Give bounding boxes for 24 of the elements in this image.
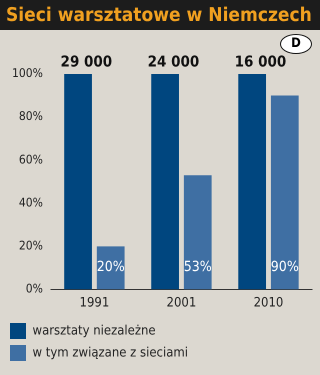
- data-label: 20%: [96, 259, 125, 276]
- y-tick-label: 0%: [26, 282, 43, 296]
- text: D: [280, 34, 312, 54]
- y-tick-label: 20%: [18, 238, 43, 252]
- x-tick-label: 2001: [166, 296, 196, 311]
- data-label: 90%: [270, 259, 299, 276]
- chart-title: Sieci warsztatowe w Niemczech: [0, 0, 320, 30]
- x-tick-label: 1991: [80, 296, 110, 311]
- annotation: 16 000: [234, 52, 286, 70]
- y-tick-label: 40%: [18, 195, 43, 210]
- bar: [238, 74, 266, 290]
- bar: [184, 175, 212, 290]
- y-tick-label: 80%: [18, 109, 43, 124]
- bar: [270, 96, 299, 290]
- bar: [151, 74, 179, 290]
- y-tick-label: 100%: [12, 66, 43, 80]
- data-label: 53%: [184, 259, 212, 276]
- annotation: 29 000: [60, 52, 112, 70]
- legend-label: w tym związane z sieciami: [32, 345, 188, 360]
- annotation: 24 000: [148, 52, 200, 70]
- bar: [64, 74, 92, 290]
- x-tick-label: 2010: [254, 296, 284, 311]
- y-tick-label: 60%: [18, 152, 43, 166]
- legend-label: warsztaty niezależne: [32, 323, 156, 338]
